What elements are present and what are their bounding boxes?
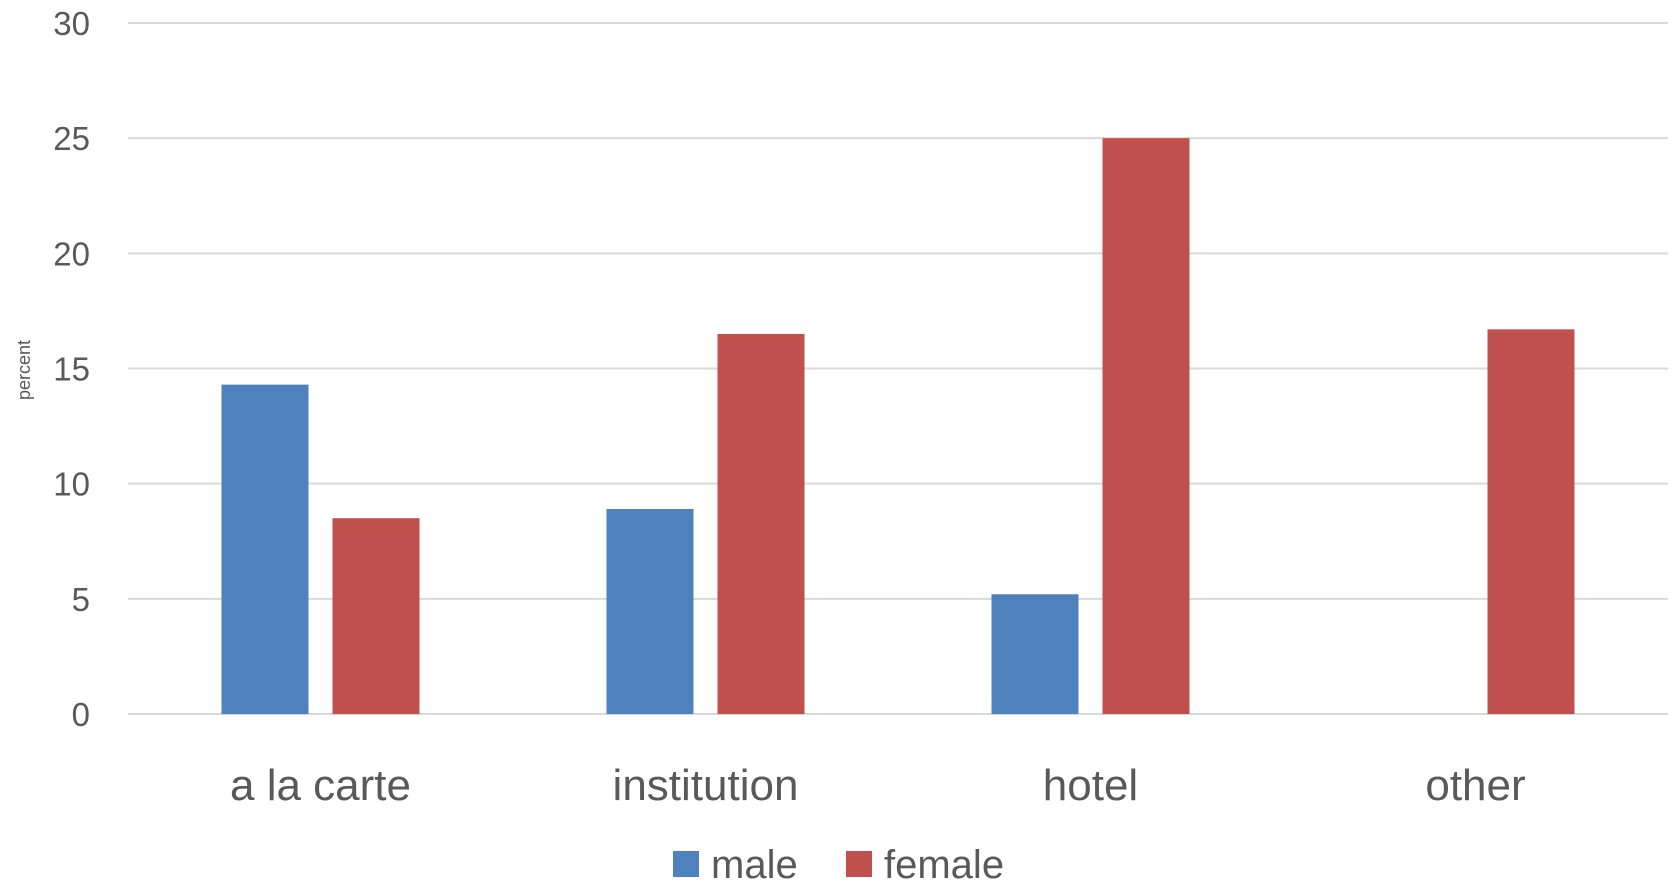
x-category-label: a la carte	[230, 761, 411, 810]
y-tick-label: 25	[53, 120, 90, 157]
y-tick-label: 30	[53, 5, 90, 42]
legend-swatch-female	[846, 851, 872, 877]
legend: male female	[673, 843, 1004, 883]
x-category-label: hotel	[1043, 761, 1138, 810]
legend-label-male: male	[711, 843, 798, 883]
bar-female-other	[1487, 329, 1575, 714]
bar-female-institution	[717, 333, 805, 714]
y-axis-ticks: 0 5 10 15 20 25 30	[53, 5, 90, 733]
y-tick-label: 5	[72, 581, 90, 618]
bars	[221, 138, 1575, 714]
legend-swatch-male	[673, 851, 699, 877]
y-tick-label: 15	[53, 351, 90, 388]
bar-male-a-la-carte	[221, 384, 309, 714]
legend-label-female: female	[884, 843, 1004, 883]
x-category-label: institution	[613, 761, 799, 810]
bar-female-a-la-carte	[332, 518, 420, 714]
bar-male-institution	[606, 509, 694, 714]
bar-female-hotel	[1102, 138, 1190, 714]
bar-male-hotel	[991, 594, 1079, 714]
y-tick-label: 20	[53, 235, 90, 272]
x-category-label: other	[1425, 761, 1525, 810]
y-tick-label: 10	[53, 466, 90, 503]
x-axis-categories: a la carte institution hotel other	[230, 761, 1526, 810]
y-axis-title: percent	[14, 340, 34, 400]
y-tick-label: 0	[72, 696, 90, 733]
